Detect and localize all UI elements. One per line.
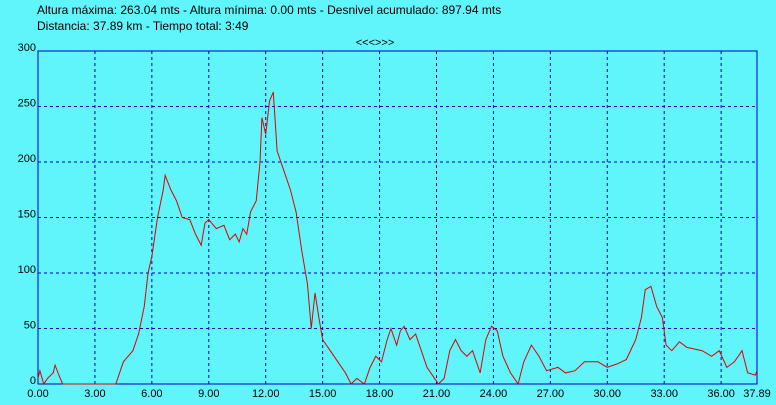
x-tick-label: 33.00 bbox=[650, 388, 678, 400]
x-tick-label: 15.00 bbox=[309, 388, 337, 400]
x-tick-label: 30.00 bbox=[594, 388, 622, 400]
x-tick-label: 27.00 bbox=[537, 388, 565, 400]
x-tick-label: 12.00 bbox=[252, 388, 280, 400]
y-tick-label: 50 bbox=[24, 319, 36, 331]
y-tick-label: 150 bbox=[18, 208, 36, 220]
x-tick-label: 9.00 bbox=[198, 388, 219, 400]
x-tick-label: 0.00 bbox=[27, 388, 48, 400]
y-tick-label: 300 bbox=[18, 42, 36, 54]
x-tick-label: 24.00 bbox=[480, 388, 508, 400]
stats-line: Distancia: 37.89 km - Tiempo total: 3:49 bbox=[37, 19, 249, 33]
plot-frame bbox=[37, 50, 758, 385]
x-tick-label: 37.89 bbox=[743, 388, 771, 400]
stats-line: Altura máxima: 263.04 mts - Altura mínim… bbox=[37, 3, 501, 17]
nav-arrows[interactable]: <<<>>> bbox=[356, 37, 395, 49]
elevation-line bbox=[37, 91, 758, 386]
x-tick-label: 36.00 bbox=[707, 388, 735, 400]
y-tick-label: 0 bbox=[30, 375, 36, 387]
y-tick-label: 250 bbox=[18, 97, 36, 109]
x-tick-label: 6.00 bbox=[141, 388, 162, 400]
y-tick-label: 200 bbox=[18, 153, 36, 165]
x-tick-label: 21.00 bbox=[423, 388, 451, 400]
y-tick-label: 100 bbox=[18, 264, 36, 276]
x-tick-label: 3.00 bbox=[84, 388, 105, 400]
x-tick-label: 18.00 bbox=[366, 388, 394, 400]
